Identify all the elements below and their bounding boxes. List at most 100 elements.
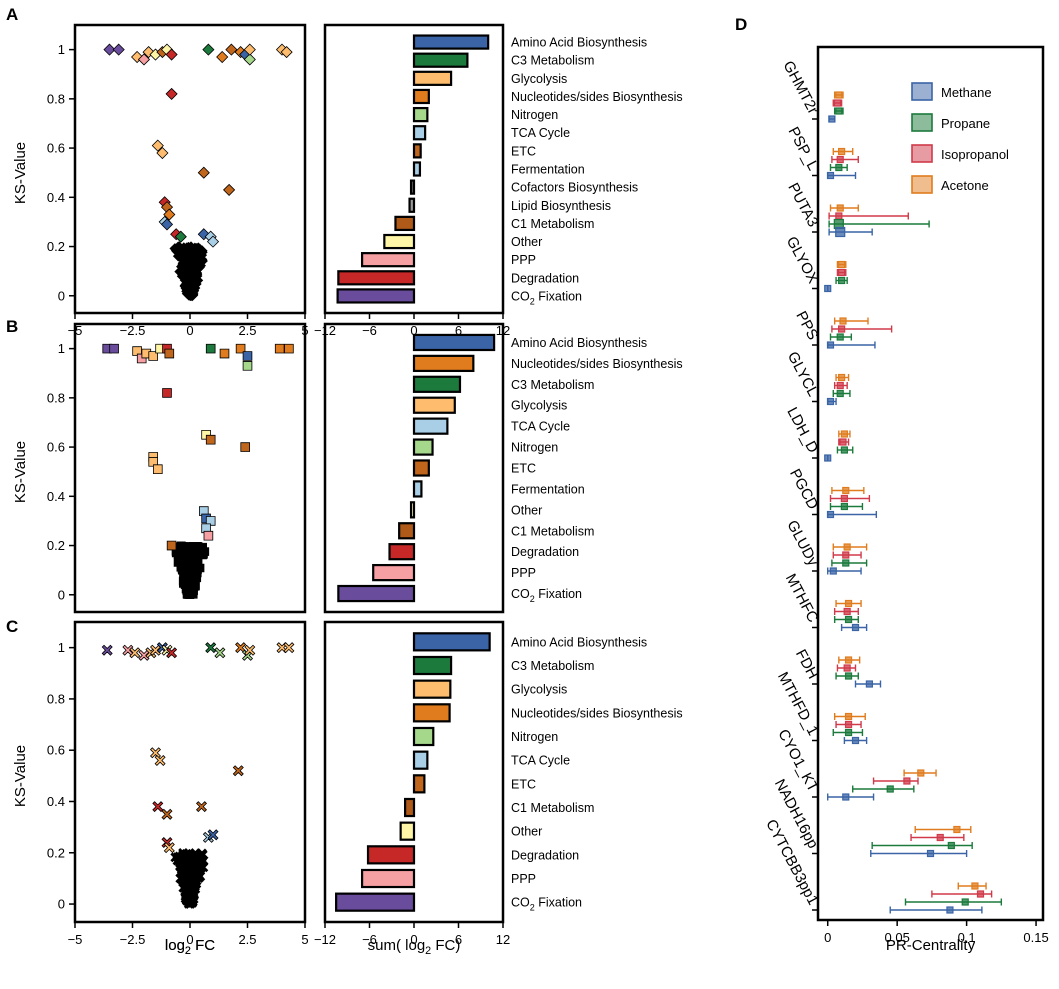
scatter-point: [137, 53, 151, 66]
errorbar-methane: [870, 849, 968, 858]
cluster-point: [198, 855, 209, 866]
scatter-point: [225, 43, 238, 56]
y-tick-label: 0.2: [47, 239, 65, 254]
scatter-point: [243, 53, 256, 66]
A-bars-chart: Amino Acid Biosynthesis C3 Metabolism Glyc…: [314, 23, 683, 338]
C-scatter-cluster: [170, 848, 209, 909]
scatter-point: [223, 183, 236, 196]
scatter-point: [283, 642, 295, 654]
scatter-point: [166, 647, 178, 659]
category-label: Amino Acid Biosynthesis: [511, 635, 647, 649]
legend-swatch: [911, 82, 933, 101]
scatter-point: [174, 230, 187, 243]
errorbar-isopropanol: [831, 155, 859, 164]
y-tick-label: 1: [58, 640, 65, 655]
category-label: Lipid Biosynthesis: [511, 199, 611, 213]
errorbar-isopropanol: [829, 494, 871, 503]
scatter-point: [207, 829, 219, 841]
category-label: Other: [511, 825, 542, 839]
category-label: CO2 Fixation: [511, 896, 582, 913]
cluster-point: [179, 850, 190, 861]
errorbar-isopropanol: [835, 720, 862, 729]
bar: [412, 375, 462, 393]
category-label: Nitrogen: [511, 108, 558, 122]
category-label: Other: [511, 503, 542, 517]
bar: [409, 501, 416, 519]
errorbar-acetone: [831, 486, 865, 495]
scatter-point: [156, 146, 169, 160]
category-label: MTHFC: [782, 571, 822, 625]
category-label: Amino Acid Biosynthesis: [511, 336, 647, 350]
x-tick-label: −12: [314, 932, 336, 947]
errorbar-propane: [835, 672, 859, 680]
category-label: CO2 Fixation: [511, 289, 582, 306]
errorbar-acetone: [833, 712, 866, 721]
y-tick-label: 0: [58, 587, 65, 602]
y-tick-label: 0.4: [47, 489, 65, 504]
bar: [412, 143, 422, 159]
cluster-point: [170, 245, 182, 257]
x-tick-label: 0: [410, 932, 417, 947]
errorbar-propane: [833, 615, 859, 624]
scatter-point: [109, 343, 119, 354]
bar: [412, 52, 469, 68]
category-label: PPP: [511, 872, 536, 886]
errorbar-acetone: [903, 769, 937, 777]
errorbar-methane: [826, 171, 857, 180]
category-label: C3 Metabolism: [511, 659, 594, 673]
errorbar-acetone: [836, 260, 847, 269]
cluster-point: [181, 555, 191, 564]
x-tick-label: 6: [455, 932, 462, 947]
cluster-point: [186, 873, 196, 884]
scatter-point: [205, 642, 217, 654]
x-tick-label: −5: [68, 932, 83, 947]
bar: [404, 797, 416, 818]
y-tick-label: 0.8: [47, 691, 65, 706]
scatter-point: [129, 647, 141, 659]
cluster-point: [194, 864, 205, 875]
scatter-point: [274, 343, 285, 354]
category-label: Glycolysis: [511, 683, 567, 697]
bar: [412, 161, 422, 177]
category-label: LDH_D: [783, 404, 821, 456]
cluster-point: [184, 289, 195, 301]
category-label: Fermentation: [511, 163, 585, 177]
x-tick-label: 0: [824, 930, 831, 945]
scatter-point: [160, 218, 174, 231]
C-bars-chart: Amino Acid Biosynthesis C3 Metabolism Glyc…: [314, 620, 683, 957]
bar: [336, 288, 416, 304]
category-label: Cofactors Biosynthesis: [511, 181, 638, 195]
B-bars-frame: [323, 322, 505, 614]
category-label: Amino Acid Biosynthesis: [511, 36, 647, 50]
cluster-point: [179, 881, 190, 892]
scatter-point: [162, 388, 172, 398]
scatter-point: [154, 754, 166, 766]
errorbar-acetone: [832, 147, 854, 156]
bar: [412, 703, 451, 723]
scatter-point: [240, 442, 250, 452]
legend-label: Isopropanol: [941, 147, 1009, 162]
errorbar-isopropanol: [831, 325, 893, 333]
B-scatter-chart: 0 0.2 0.4 0.6 0.8 1 KS-Value: [12, 322, 307, 614]
errorbar-isopropanol: [832, 99, 843, 107]
x-axis-label: sum( log2 FC): [368, 937, 461, 957]
x-tick-label: −2.5: [120, 932, 146, 947]
scatter-point: [203, 530, 214, 541]
errorbar-acetone: [838, 656, 861, 664]
scatter-point: [280, 46, 293, 59]
category-label: C3 Metabolism: [511, 378, 594, 392]
cluster-point: [192, 543, 201, 552]
cluster-point: [192, 242, 204, 254]
errorbar-propane: [829, 333, 853, 341]
errorbar-isopropanol: [931, 890, 993, 898]
errorbar-acetone: [957, 882, 987, 890]
errorbar-propane: [832, 728, 864, 737]
bar: [412, 438, 434, 456]
errorbar-isopropanol: [832, 551, 862, 559]
scatter-point: [206, 235, 220, 248]
category-label: PSP_L: [785, 124, 822, 173]
cluster-point: [200, 547, 210, 556]
x-tick-label: −6: [362, 323, 377, 338]
errorbar-isopropanol: [833, 607, 859, 616]
